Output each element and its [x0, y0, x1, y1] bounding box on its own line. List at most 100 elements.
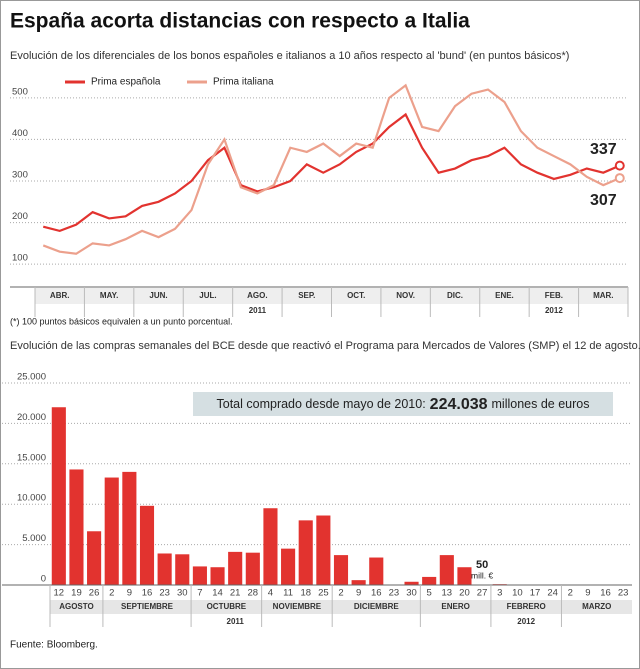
bar [369, 557, 384, 585]
bar [245, 552, 260, 585]
x-tick-label: JUN. [149, 291, 167, 300]
x-tick-label: 9 [127, 588, 132, 599]
x-tick-label: MAY. [100, 291, 118, 300]
bar [439, 555, 454, 585]
value-label: 50 [476, 559, 488, 571]
end-marker [614, 160, 625, 171]
x-tick-label: 4 [268, 588, 273, 599]
total-box [193, 392, 613, 416]
x-tick-label: 9 [356, 588, 361, 599]
y-tick-label: 300 [12, 170, 28, 181]
x-tick-label: 23 [159, 588, 170, 599]
end-label: 337 [590, 141, 617, 158]
x-tick-label: 30 [406, 588, 417, 599]
x-tick-label: 13 [442, 588, 453, 599]
x-tick-label: 10 [512, 588, 523, 599]
x-tick-label: 2 [338, 588, 343, 599]
bar [281, 548, 296, 585]
series-line [42, 83, 621, 255]
y-tick-label: 0 [41, 574, 46, 585]
x-tick-label: ABR. [50, 291, 70, 300]
legend-label: Prima española [91, 77, 161, 88]
x-tick-label: 24 [547, 588, 558, 599]
month-label: DICIEMBRE [354, 602, 400, 611]
subtitle: Evolución de las compras semanales del B… [10, 340, 640, 352]
total-text: Total comprado desde mayo de 2010: [217, 397, 426, 411]
x-tick-label: 7 [197, 588, 202, 599]
x-tick-label: DIC. [447, 291, 463, 300]
x-tick-label: ENE. [495, 291, 514, 300]
y-tick-label: 20.000 [17, 412, 46, 423]
bar [104, 477, 119, 585]
source: Fuente: Bloomberg. [10, 640, 98, 651]
y-tick-label: 500 [12, 86, 28, 97]
subtitle: Evolución de los diferenciales de los bo… [10, 50, 569, 62]
bar [228, 551, 243, 585]
y-tick-label: 15.000 [17, 452, 46, 463]
bar [263, 508, 278, 585]
x-tick-label: 19 [71, 588, 82, 599]
x-tick-label: 16 [371, 588, 382, 599]
x-tick-label: 25 [318, 588, 329, 599]
month-label: NOVIEMBRE [273, 602, 322, 611]
x-tick-label: 23 [389, 588, 400, 599]
end-label: 307 [590, 192, 617, 209]
bar [139, 505, 155, 585]
x-tick-label: AGO. [247, 291, 267, 300]
bar [157, 553, 172, 585]
end-marker [614, 173, 625, 184]
y-tick-label: 400 [12, 128, 28, 139]
x-tick-label: 9 [585, 588, 590, 599]
month-band [50, 600, 632, 614]
x-tick-label: 14 [212, 588, 223, 599]
footnote: (*) 100 puntos básicos equivalen a un pu… [10, 316, 233, 326]
x-tick-label: 28 [248, 588, 259, 599]
x-tick-label: 26 [89, 588, 100, 599]
bar [192, 566, 207, 585]
total-text: Total comprado desde mayo de 2010: 224.03… [217, 396, 590, 413]
total-value: 224.038 [430, 396, 488, 413]
x-tick-label: 12 [54, 588, 65, 599]
year-label: 2011 [227, 617, 245, 626]
x-tick-label: 16 [142, 588, 153, 599]
bar [175, 554, 190, 585]
x-tick-label: 27 [477, 588, 488, 599]
year-label: 2011 [249, 306, 267, 315]
x-tick-label: 3 [497, 588, 502, 599]
x-tick-label: MAR. [593, 291, 613, 300]
total-unit: millones de euros [492, 397, 590, 411]
y-tick-label: 10.000 [17, 493, 46, 504]
bar [210, 567, 225, 585]
x-tick-label: 30 [177, 588, 188, 599]
bar [404, 581, 419, 585]
year-label: 2012 [545, 306, 563, 315]
x-tick-label: 21 [230, 588, 241, 599]
x-tick-label: 18 [300, 588, 311, 599]
y-tick-label: 200 [12, 211, 28, 222]
bar [457, 567, 472, 585]
month-label: ENERO [441, 602, 469, 611]
unit-note: mill. € [471, 570, 493, 580]
bar [333, 555, 349, 585]
x-tick-label: JUL. [199, 291, 216, 300]
y-tick-label: 5.000 [22, 533, 46, 544]
x-tick-label: 2 [109, 588, 114, 599]
bar [422, 576, 437, 585]
month-label: SEPTIEMBRE [121, 602, 174, 611]
x-tick-label: 16 [600, 588, 611, 599]
month-label: OCTUBRE [207, 602, 247, 611]
month-label: FEBRERO [507, 602, 546, 611]
bar [69, 469, 84, 585]
bar [351, 580, 366, 585]
series-line [42, 112, 621, 233]
legend-label: Prima italiana [213, 77, 274, 88]
bar [298, 520, 313, 585]
x-tick-label: 11 [283, 588, 293, 599]
month-label: MARZO [582, 602, 611, 611]
x-tick-label: FEB. [545, 291, 563, 300]
bar [51, 407, 66, 585]
title: España acorta distancias con respecto a … [10, 10, 470, 33]
y-tick-label: 25.000 [17, 372, 46, 383]
x-tick-label: 2 [568, 588, 573, 599]
x-tick-label: NOV. [396, 291, 415, 300]
